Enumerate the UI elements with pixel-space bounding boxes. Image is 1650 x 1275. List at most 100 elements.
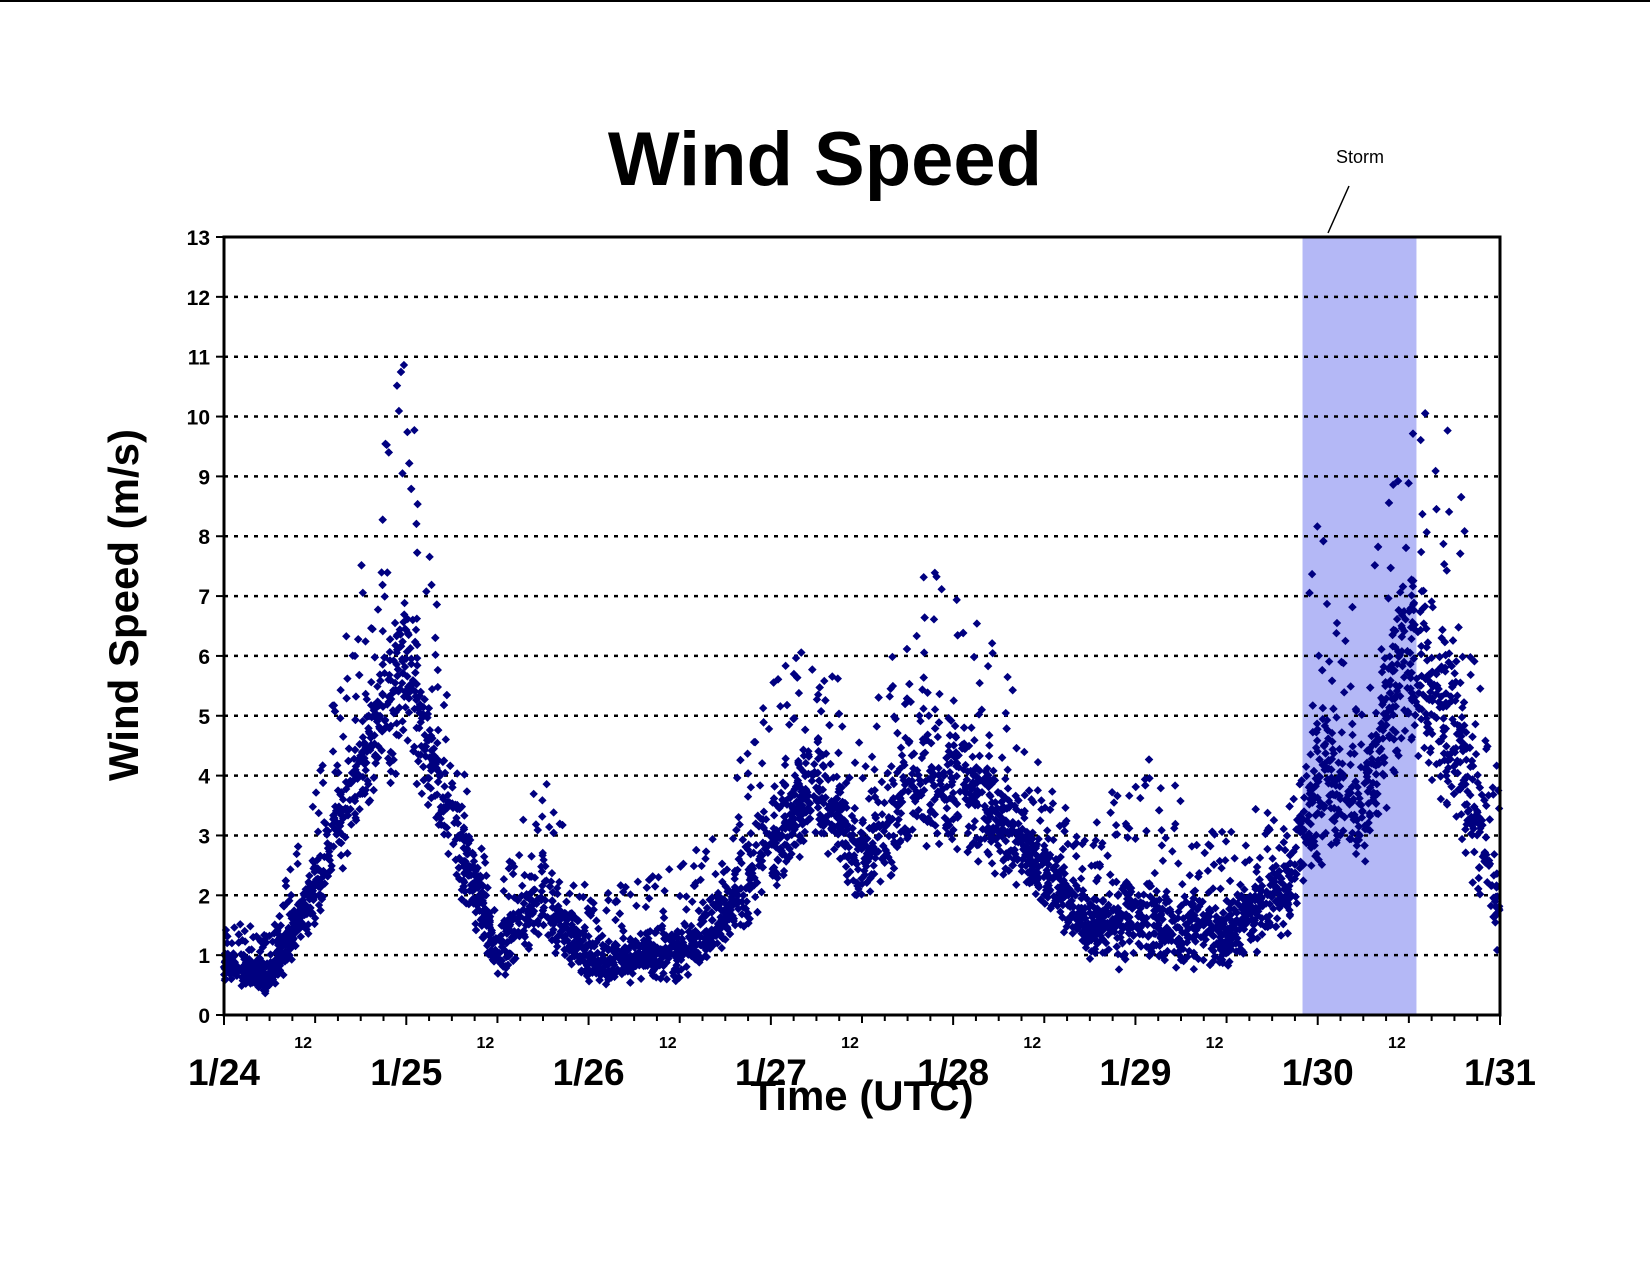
data-point — [811, 828, 820, 837]
data-point — [247, 964, 257, 974]
data-point — [1305, 588, 1314, 598]
data-point — [1177, 901, 1186, 910]
data-point — [361, 637, 370, 646]
data-point — [322, 826, 331, 835]
data-point — [1189, 932, 1199, 941]
data-point — [1301, 762, 1311, 771]
data-point — [1103, 902, 1112, 912]
data-point — [673, 948, 683, 957]
data-point — [341, 777, 351, 787]
data-point — [469, 857, 479, 866]
data-point — [1460, 526, 1469, 536]
data-point — [944, 714, 953, 723]
data-point — [807, 776, 817, 786]
data-point — [1044, 874, 1054, 883]
data-point — [375, 670, 385, 679]
data-point — [499, 886, 508, 896]
data-point — [422, 587, 431, 596]
data-point — [838, 722, 847, 731]
data-point — [1004, 852, 1013, 861]
data-point — [537, 867, 547, 876]
data-point — [830, 845, 839, 854]
data-point — [1412, 674, 1421, 683]
data-point — [863, 857, 873, 866]
data-point — [1105, 889, 1114, 899]
data-point — [1092, 818, 1102, 827]
data-point — [1031, 889, 1041, 899]
data-point — [347, 820, 356, 829]
data-point — [1203, 866, 1213, 876]
data-point — [1161, 930, 1171, 940]
data-point — [1406, 669, 1415, 678]
data-point — [1491, 918, 1500, 927]
data-point — [761, 839, 770, 849]
data-point — [791, 840, 801, 850]
data-point — [506, 910, 515, 920]
data-point — [1407, 591, 1416, 600]
data-point — [1069, 841, 1078, 851]
data-point — [703, 935, 713, 945]
data-point — [575, 956, 584, 965]
data-point — [1441, 724, 1451, 733]
data-point — [1282, 831, 1292, 840]
data-point — [425, 725, 435, 735]
data-point — [1271, 897, 1281, 906]
data-point — [1453, 691, 1462, 700]
data-point — [1474, 863, 1484, 872]
data-point — [1001, 864, 1010, 873]
data-point — [1440, 663, 1450, 672]
data-point — [268, 937, 277, 946]
data-point — [350, 796, 360, 806]
data-point — [689, 861, 699, 871]
data-point — [336, 714, 345, 723]
data-point — [484, 909, 493, 919]
data-point — [999, 854, 1009, 864]
data-point — [1241, 912, 1250, 921]
data-point — [1122, 894, 1132, 904]
data-point — [1255, 897, 1264, 907]
data-point — [921, 776, 930, 786]
data-point — [1396, 588, 1405, 597]
data-point — [1327, 779, 1336, 789]
data-point — [791, 653, 801, 663]
data-point — [1043, 893, 1053, 902]
data-point — [1215, 856, 1224, 866]
data-point — [1417, 705, 1426, 714]
data-point — [1482, 801, 1491, 810]
data-point — [538, 851, 547, 860]
data-point — [1205, 960, 1215, 970]
data-point — [514, 908, 523, 918]
data-point — [328, 747, 338, 756]
data-point — [1318, 714, 1328, 724]
data-point — [1204, 888, 1213, 897]
data-point — [403, 427, 412, 437]
data-point — [1323, 725, 1332, 735]
data-point — [1011, 791, 1020, 801]
data-point — [273, 926, 282, 935]
data-point — [735, 820, 744, 829]
data-point — [938, 791, 948, 800]
data-point — [1026, 835, 1035, 844]
data-point — [785, 793, 794, 802]
data-point — [476, 915, 486, 924]
data-point — [1410, 620, 1419, 629]
data-point — [1414, 688, 1423, 698]
data-point — [412, 779, 422, 789]
data-point — [519, 899, 529, 908]
data-point — [952, 844, 962, 854]
data-point — [255, 947, 265, 956]
data-point — [1439, 539, 1448, 549]
data-point — [1398, 582, 1408, 591]
data-point — [1328, 737, 1337, 746]
data-point — [1324, 657, 1334, 666]
data-point — [919, 673, 928, 682]
data-point — [1188, 923, 1197, 932]
data-point — [260, 930, 269, 940]
data-point — [358, 716, 367, 726]
data-point — [611, 898, 620, 907]
data-point — [779, 870, 788, 880]
data-point — [323, 839, 332, 848]
data-point — [1477, 816, 1487, 825]
data-point — [1475, 783, 1485, 792]
data-point — [1351, 849, 1361, 859]
